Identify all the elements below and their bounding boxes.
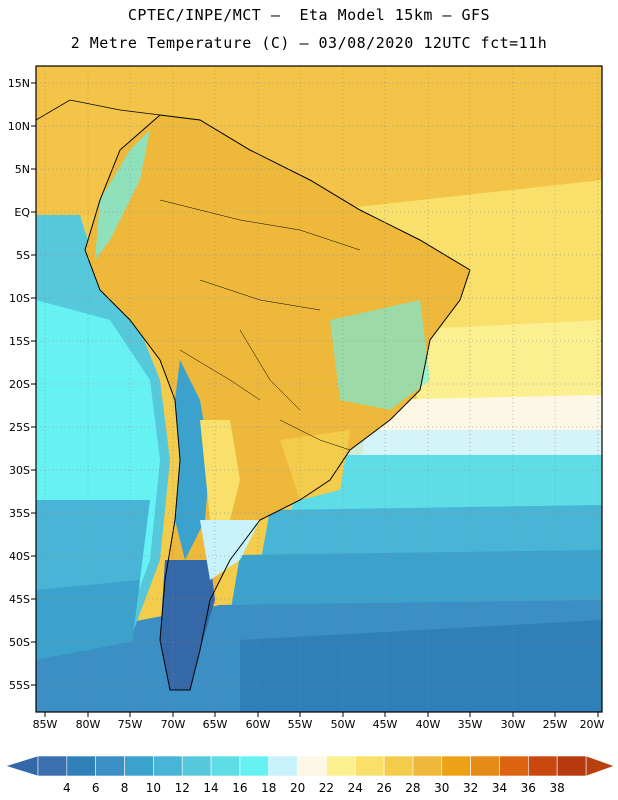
colorbar-swatch	[528, 755, 558, 777]
colorbar-swatch	[239, 755, 270, 777]
lat-label: 55S	[9, 679, 30, 692]
lon-label: 85W	[33, 718, 58, 731]
colorbar-tick-label: 26	[376, 781, 391, 795]
colorbar-swatch	[210, 755, 241, 777]
lon-label: 60W	[246, 718, 271, 731]
lon-label: 55W	[288, 718, 313, 731]
colorbar-swatch	[66, 755, 96, 777]
lon-label: 35W	[458, 718, 483, 731]
colorbar-tick-label: 30	[434, 781, 449, 795]
lat-label: 35S	[9, 507, 30, 520]
colorbar-swatch	[412, 755, 443, 777]
lat-label: 40S	[9, 550, 30, 563]
lat-label: 25S	[9, 421, 30, 434]
map-field	[36, 66, 602, 712]
lat-label: 50S	[9, 636, 30, 649]
colorbar-tick-label: 16	[232, 781, 247, 795]
colorbar-swatch	[37, 755, 68, 777]
lon-label: 50W	[331, 718, 356, 731]
colorbar-tick-label: 8	[121, 781, 129, 795]
colorbar-swatch	[470, 755, 500, 777]
title-line-1: CPTEC/INPE/MCT – Eta Model 15km – GFS	[127, 6, 491, 24]
lon-label: 45W	[373, 718, 398, 731]
colorbar-tick-label: 36	[521, 781, 536, 795]
colorbar-tick-label: 10	[146, 781, 161, 795]
lon-label: 25W	[543, 718, 568, 731]
colorbar-tick-label: 18	[261, 781, 276, 795]
colorbar-tick-label: 14	[203, 781, 218, 795]
colorbar-tick-label: 20	[290, 781, 305, 795]
title-line-2: 2 Metre Temperature (C) – 03/08/2020 12U…	[70, 34, 548, 52]
colorbar-under-triangle	[5, 755, 39, 777]
colorbar-tick-label: 4	[63, 781, 71, 795]
lat-label: 45S	[9, 593, 30, 606]
colorbar-tick-label: 32	[463, 781, 478, 795]
colorbar-swatch	[556, 755, 587, 777]
colorbar-tick-label: 28	[405, 781, 420, 795]
lat-label: 20S	[9, 378, 30, 391]
lat-label: 15S	[9, 335, 30, 348]
lon-label: 40W	[416, 718, 441, 731]
lon-label: 80W	[76, 718, 101, 731]
colorbar-swatch	[124, 755, 154, 777]
colorbar-tick-label: 12	[175, 781, 190, 795]
lon-label: 30W	[501, 718, 526, 731]
lat-label: 15N	[8, 77, 30, 90]
map-frame	[35, 65, 603, 713]
colorbar-swatch	[383, 755, 414, 777]
lat-label: 10S	[9, 292, 30, 305]
colorbar-swatch	[181, 755, 212, 777]
colorbar-tick-label: 6	[92, 781, 100, 795]
colorbar-swatch	[326, 755, 356, 777]
colorbar-swatch	[95, 755, 125, 777]
colorbar-tick-label: 22	[319, 781, 334, 795]
colorbar-swatch	[354, 755, 385, 777]
latitude-labels: 15N 10N 5N EQ 5S 10S 15S 20S 25S 30S 35S…	[8, 77, 31, 692]
colorbar: 4 6 8 10 12 14 16 18 20 22 24 26 28 30 32 34 36 38	[5, 755, 615, 795]
lat-label: EQ	[14, 206, 30, 219]
lon-label: 70W	[161, 718, 186, 731]
lon-label: 75W	[118, 718, 143, 731]
colorbar-tick-label: 38	[550, 781, 565, 795]
lat-label: 5S	[16, 249, 30, 262]
colorbar-swatch	[153, 755, 183, 777]
lat-label: 10N	[8, 120, 30, 133]
lat-label: 30S	[9, 464, 30, 477]
colorbar-over-triangle	[585, 755, 615, 777]
south-america-land	[85, 115, 470, 690]
colorbar-swatch	[297, 755, 327, 777]
lon-label: 65W	[203, 718, 228, 731]
colorbar-tick-label: 24	[348, 781, 363, 795]
colorbar-swatch	[441, 755, 471, 777]
colorbar-swatch	[499, 755, 529, 777]
lat-label: 5N	[15, 163, 30, 176]
longitude-labels: 85W 80W 75W 70W 65W 60W 55W 50W 45W 40W …	[33, 718, 605, 731]
lon-label: 20W	[580, 718, 605, 731]
colorbar-tick-label: 34	[492, 781, 507, 795]
colorbar-swatch	[268, 755, 298, 777]
